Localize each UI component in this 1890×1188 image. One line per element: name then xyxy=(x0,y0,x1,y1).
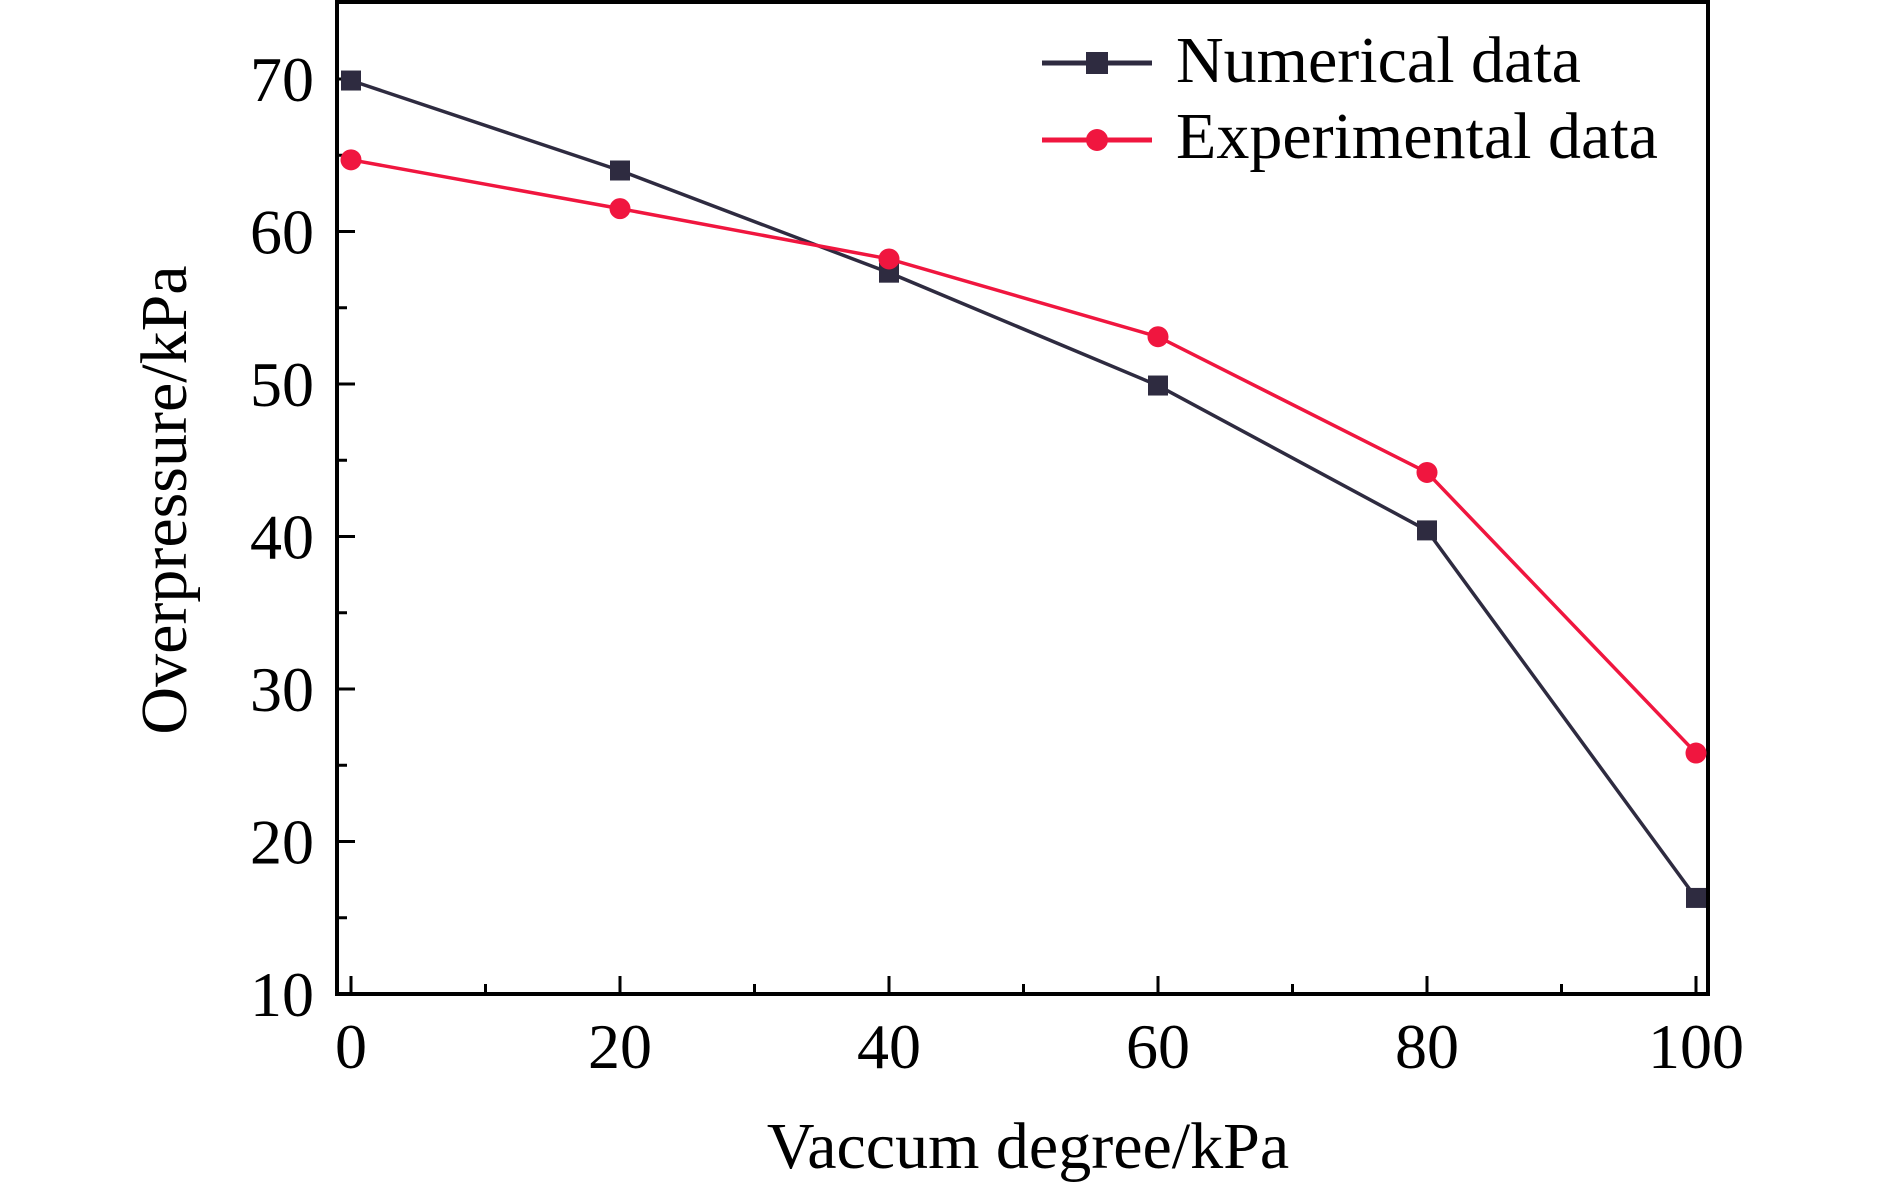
x-tick-label: 60 xyxy=(1126,1011,1190,1082)
data-point-square xyxy=(1148,375,1168,396)
data-point-circle xyxy=(1147,326,1169,348)
data-point-square xyxy=(341,70,361,91)
y-tick-label: 10 xyxy=(250,959,314,1030)
y-axis-label: Overpressure/kPa xyxy=(128,265,201,734)
data-point-square xyxy=(610,160,630,181)
series-line-experimental xyxy=(350,158,1698,755)
x-tick-label: 40 xyxy=(857,1011,921,1082)
data-point-square xyxy=(1417,520,1437,541)
y-tick-label: 60 xyxy=(250,197,314,268)
series-line-numerical xyxy=(350,78,1698,899)
y-tick-label: 20 xyxy=(250,807,314,878)
x-tick-label: 100 xyxy=(1648,1011,1744,1082)
data-point-circle xyxy=(340,149,362,171)
x-tick-label: 0 xyxy=(335,1011,367,1082)
legend-item-numerical: Numerical data xyxy=(1042,24,1581,97)
data-point-circle xyxy=(1416,461,1438,483)
legend: Numerical data Experimental data xyxy=(1042,24,1658,173)
legend-circle-marker-icon xyxy=(1086,129,1108,151)
x-tick-label: 80 xyxy=(1395,1011,1459,1082)
x-axis-label: Vaccum degree/kPa xyxy=(767,1110,1289,1183)
legend-label-experimental: Experimental data xyxy=(1176,100,1658,173)
y-tick-label: 30 xyxy=(250,654,314,725)
legend-square-marker-icon xyxy=(1086,52,1108,74)
data-point-circle xyxy=(609,198,631,220)
legend-item-experimental: Experimental data xyxy=(1042,100,1658,173)
data-point-circle xyxy=(878,248,900,270)
x-tick-label: 20 xyxy=(588,1011,652,1082)
data-point-square xyxy=(1686,887,1706,908)
y-tick-label: 40 xyxy=(250,502,314,573)
y-tick-label: 70 xyxy=(250,44,314,115)
data-point-circle xyxy=(1685,742,1707,764)
axes: 0 20 40 60 80 100 10 20 30 40 50 60 70 xyxy=(250,0,1744,1082)
legend-label-numerical: Numerical data xyxy=(1176,24,1581,97)
y-tick-label: 50 xyxy=(250,349,314,420)
series-layer xyxy=(340,70,1707,908)
